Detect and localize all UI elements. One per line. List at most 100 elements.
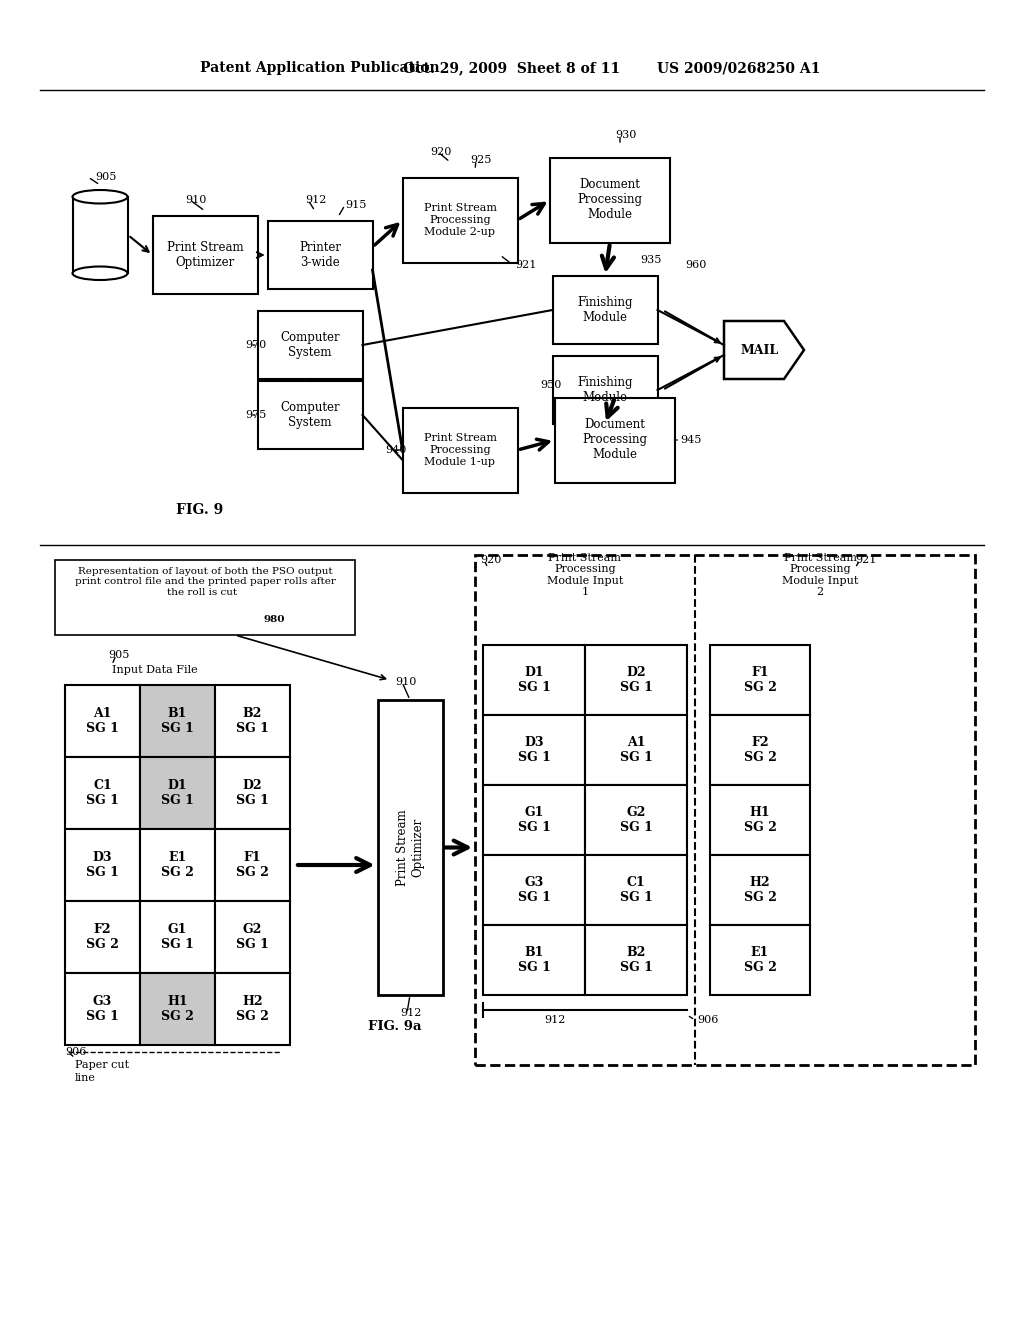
Bar xyxy=(267,220,373,289)
Text: 960: 960 xyxy=(685,260,707,271)
Text: B2
SG 1: B2 SG 1 xyxy=(620,946,652,974)
Text: Document
Processing
Module: Document Processing Module xyxy=(578,178,642,222)
Text: 975: 975 xyxy=(245,411,266,420)
Text: G2
SG 1: G2 SG 1 xyxy=(237,923,269,950)
Bar xyxy=(65,973,140,1045)
Bar xyxy=(215,685,290,756)
Bar xyxy=(140,685,215,756)
Bar xyxy=(550,157,670,243)
Bar xyxy=(55,560,355,635)
Text: 910: 910 xyxy=(185,195,207,205)
Bar xyxy=(585,715,687,785)
Text: 906: 906 xyxy=(65,1047,86,1057)
Text: 950: 950 xyxy=(540,380,561,389)
Text: G1
SG 1: G1 SG 1 xyxy=(517,807,551,834)
Text: Patent Application Publication: Patent Application Publication xyxy=(200,61,439,75)
Bar xyxy=(65,685,140,756)
Bar xyxy=(153,216,257,294)
Text: 905: 905 xyxy=(95,172,117,182)
Text: Print Stream
Processing
Module 2-up: Print Stream Processing Module 2-up xyxy=(424,203,497,236)
Text: 935: 935 xyxy=(640,255,662,265)
Bar xyxy=(483,645,585,715)
Text: 940: 940 xyxy=(385,445,407,455)
Bar xyxy=(140,902,215,973)
Bar xyxy=(65,756,140,829)
Bar xyxy=(585,785,687,855)
Bar xyxy=(215,973,290,1045)
Text: line: line xyxy=(75,1073,96,1082)
Text: 921: 921 xyxy=(515,260,537,271)
Bar xyxy=(585,855,687,925)
Ellipse shape xyxy=(73,190,128,203)
Bar xyxy=(215,902,290,973)
Bar xyxy=(555,397,675,483)
Bar xyxy=(710,645,810,715)
Bar xyxy=(710,785,810,855)
Text: MAIL: MAIL xyxy=(741,343,779,356)
Bar xyxy=(483,715,585,785)
Text: Document
Processing
Module: Document Processing Module xyxy=(583,418,647,462)
Text: F2
SG 2: F2 SG 2 xyxy=(86,923,119,950)
Bar xyxy=(140,829,215,902)
Text: 930: 930 xyxy=(615,129,636,140)
Text: C1
SG 1: C1 SG 1 xyxy=(86,779,119,807)
Text: Print Stream
Optimizer: Print Stream Optimizer xyxy=(167,242,244,269)
Text: 920: 920 xyxy=(480,554,502,565)
Text: H2
SG 2: H2 SG 2 xyxy=(237,995,269,1023)
Text: Print Stream
Processing
Module Input
1: Print Stream Processing Module Input 1 xyxy=(547,553,624,598)
Text: B1
SG 1: B1 SG 1 xyxy=(161,708,194,735)
Text: A1
SG 1: A1 SG 1 xyxy=(620,737,652,764)
Bar xyxy=(475,554,975,1065)
Text: H2
SG 2: H2 SG 2 xyxy=(743,876,776,904)
Text: 912: 912 xyxy=(305,195,327,205)
Text: 970: 970 xyxy=(245,341,266,350)
Text: FIG. 9a: FIG. 9a xyxy=(369,1020,422,1034)
Text: 980: 980 xyxy=(263,615,285,624)
Bar xyxy=(378,700,442,995)
Text: E1
SG 2: E1 SG 2 xyxy=(743,946,776,974)
Bar xyxy=(402,177,517,263)
Text: G3
SG 1: G3 SG 1 xyxy=(86,995,119,1023)
Bar xyxy=(215,756,290,829)
Text: Input Data File: Input Data File xyxy=(112,665,198,675)
Bar xyxy=(585,925,687,995)
Text: FIG. 9: FIG. 9 xyxy=(176,503,223,517)
Text: G3
SG 1: G3 SG 1 xyxy=(517,876,551,904)
Text: C1
SG 1: C1 SG 1 xyxy=(620,876,652,904)
Text: Oct. 29, 2009  Sheet 8 of 11: Oct. 29, 2009 Sheet 8 of 11 xyxy=(403,61,621,75)
Bar xyxy=(483,925,585,995)
Text: D2
SG 1: D2 SG 1 xyxy=(237,779,269,807)
Text: G1
SG 1: G1 SG 1 xyxy=(161,923,194,950)
Text: G2
SG 1: G2 SG 1 xyxy=(620,807,652,834)
Text: E1
SG 2: E1 SG 2 xyxy=(161,851,194,879)
Text: H1
SG 2: H1 SG 2 xyxy=(743,807,776,834)
Text: 925: 925 xyxy=(470,154,492,165)
Text: B2
SG 1: B2 SG 1 xyxy=(237,708,269,735)
Bar xyxy=(140,973,215,1045)
Text: D1
SG 1: D1 SG 1 xyxy=(161,779,194,807)
Text: 921: 921 xyxy=(855,554,877,565)
Bar xyxy=(65,902,140,973)
Text: 912: 912 xyxy=(400,1008,421,1018)
Text: H1
SG 2: H1 SG 2 xyxy=(161,995,194,1023)
Text: Print Stream
Processing
Module Input
2: Print Stream Processing Module Input 2 xyxy=(781,553,858,598)
Text: 905: 905 xyxy=(108,649,129,660)
Bar xyxy=(257,312,362,379)
Bar xyxy=(402,408,517,492)
Bar xyxy=(215,829,290,902)
Ellipse shape xyxy=(73,267,128,280)
Text: 915: 915 xyxy=(345,201,367,210)
Text: F1
SG 2: F1 SG 2 xyxy=(237,851,269,879)
Text: Finishing
Module: Finishing Module xyxy=(578,376,633,404)
Text: Print Stream
Optimizer: Print Stream Optimizer xyxy=(396,809,424,886)
Bar xyxy=(257,381,362,449)
Bar xyxy=(553,356,657,424)
Bar xyxy=(710,925,810,995)
Text: Computer
System: Computer System xyxy=(281,401,340,429)
Text: Representation of layout of both the PSO output
print control file and the print: Representation of layout of both the PSO… xyxy=(75,568,336,597)
Text: D1
SG 1: D1 SG 1 xyxy=(517,667,551,694)
Bar xyxy=(553,276,657,345)
Text: 912: 912 xyxy=(544,1015,565,1026)
Text: D3
SG 1: D3 SG 1 xyxy=(86,851,119,879)
Polygon shape xyxy=(724,321,804,379)
